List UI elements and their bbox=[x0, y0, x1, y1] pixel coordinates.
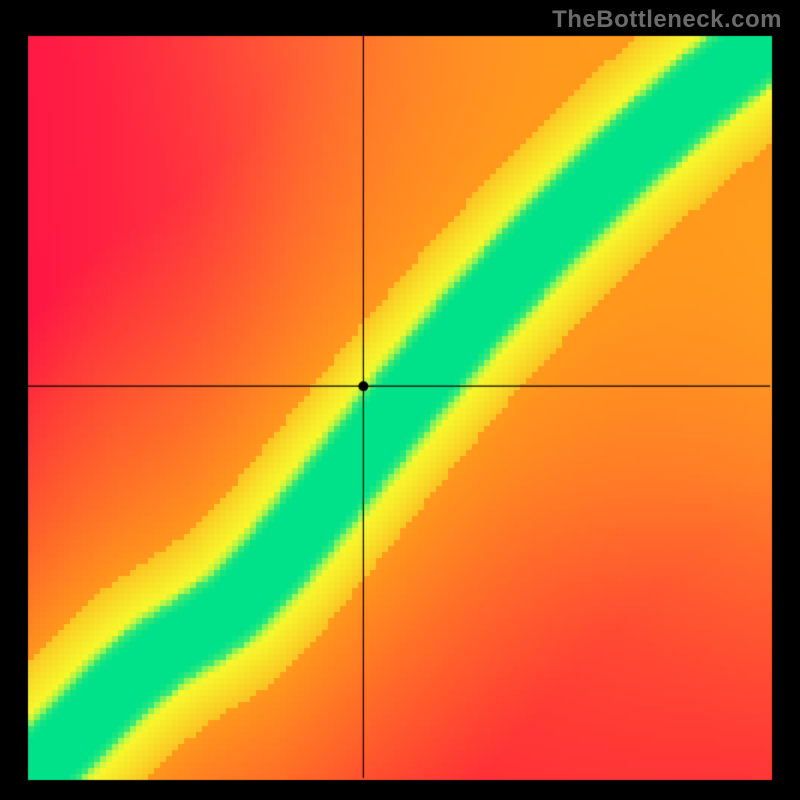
watermark-text: TheBottleneck.com bbox=[552, 6, 782, 34]
heatmap-canvas bbox=[0, 0, 800, 800]
chart-container: TheBottleneck.com bbox=[0, 0, 800, 800]
